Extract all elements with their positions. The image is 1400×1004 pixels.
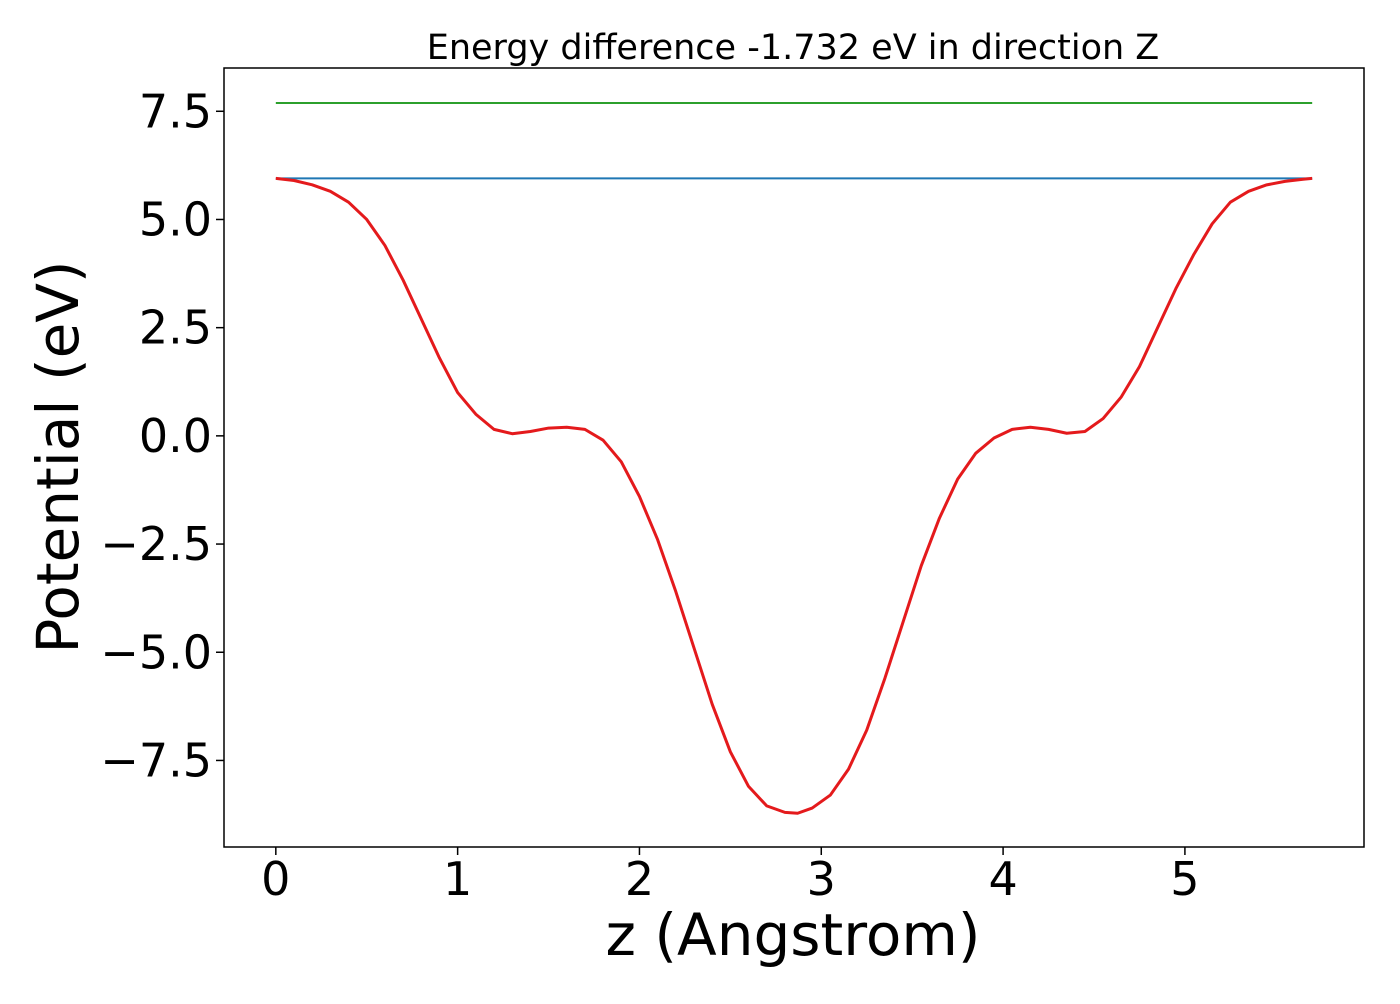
x-axis: 0 1 2 3 4 5 [261, 847, 1200, 906]
series-layer [275, 102, 1313, 815]
plot-area-frame [223, 67, 1365, 848]
x-tick-label: 4 [988, 852, 1017, 906]
chart-title: Energy difference -1.732 eV in direction… [427, 28, 1160, 68]
y-tick-label: −7.5 [100, 733, 212, 787]
x-tick-label: 5 [1170, 852, 1199, 906]
x-tick-label: 0 [261, 852, 290, 906]
x-tick-label: 2 [625, 852, 654, 906]
x-tick-label: 1 [443, 852, 472, 906]
x-tick-label: 3 [807, 852, 836, 906]
y-tick-label: 5.0 [139, 192, 212, 246]
y-tick-label: 7.5 [139, 84, 212, 138]
y-tick-label: −2.5 [100, 517, 212, 571]
y-axis-label: Potential (eV) [24, 260, 92, 653]
y-axis: 7.5 5.0 2.5 0.0 −2.5 −5.0 −7.5 [100, 84, 224, 787]
x-axis-label: z (Angstrom) [606, 901, 981, 969]
y-tick-label: 2.5 [139, 301, 212, 355]
series-line-3 [275, 176, 1313, 815]
y-tick-label: −5.0 [100, 625, 212, 679]
y-tick-label: 0.0 [139, 409, 212, 463]
